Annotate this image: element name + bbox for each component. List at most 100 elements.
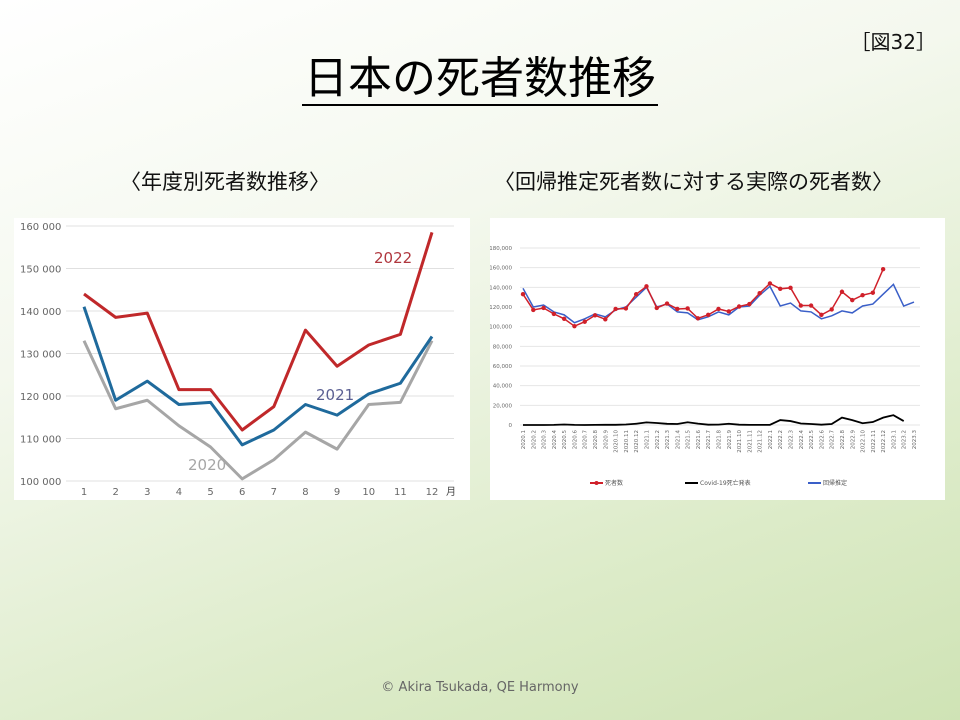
x-tick-label: 2021.12 bbox=[758, 430, 764, 453]
data-point bbox=[664, 301, 670, 306]
data-point bbox=[685, 306, 690, 311]
y-tick-label: 20,000 bbox=[493, 403, 513, 409]
copyright-footer: © Akira Tsukada, QE Harmony bbox=[381, 680, 579, 695]
legend-label: 回帰推定 bbox=[823, 479, 847, 487]
x-tick-label: 2022.9 bbox=[850, 430, 856, 450]
page-title: 日本の死者数推移 bbox=[302, 53, 658, 106]
data-point bbox=[819, 312, 824, 318]
data-point bbox=[808, 303, 814, 308]
data-point bbox=[870, 290, 876, 295]
x-tick-label: 2021.7 bbox=[706, 430, 712, 450]
x-tick-label: 2020.9 bbox=[603, 430, 609, 450]
x-tick-label: 2022.12 bbox=[881, 430, 887, 453]
yearly-deaths-chart: 100 000 110 000 120 000 130 000 140 000 150 0… bbox=[14, 218, 470, 500]
regression-deaths-svg: 0 20,000 40,000 60,000 80,000 100,000 120,000 1… bbox=[489, 246, 920, 487]
data-point bbox=[778, 286, 783, 292]
y-tick-label: 160,000 bbox=[490, 266, 512, 272]
x-tick-label: 5 bbox=[207, 487, 213, 498]
x-tick-label: 2021.11 bbox=[747, 430, 753, 453]
data-point bbox=[798, 303, 804, 308]
regression-deaths-chart: 0 20,000 40,000 60,000 80,000 100,000 120,000 1… bbox=[489, 218, 945, 500]
x-tick-label: 2021.6 bbox=[696, 430, 702, 450]
x-tick-label: 2021.4 bbox=[675, 430, 681, 450]
x-tick-label: 3 bbox=[144, 487, 150, 498]
series-line bbox=[522, 283, 915, 324]
data-point bbox=[531, 307, 536, 313]
x-tick-label: 2022.4 bbox=[799, 430, 805, 450]
data-point bbox=[520, 292, 526, 297]
y-tick-label: 100,000 bbox=[490, 325, 512, 331]
x-tick-label: 2020.4 bbox=[552, 430, 558, 450]
x-tick-label: 2020.11 bbox=[624, 430, 630, 453]
data-point bbox=[860, 293, 865, 298]
data-point bbox=[788, 285, 793, 291]
data-point bbox=[551, 311, 557, 317]
x-tick-label: 2021.10 bbox=[737, 430, 743, 453]
y-tick-label: 120,000 bbox=[490, 305, 512, 311]
data-point bbox=[592, 313, 598, 318]
data-point bbox=[675, 306, 680, 312]
x-tick-label: 2023.3 bbox=[912, 430, 918, 450]
x-tick-label: 7 bbox=[271, 487, 277, 498]
x-tick-label: 6 bbox=[239, 487, 245, 498]
x-tick-label: 2021.3 bbox=[665, 430, 671, 450]
legend-label: Covid-19死亡発表 bbox=[700, 479, 751, 487]
y-tick-label: 120 000 bbox=[20, 392, 61, 403]
series-line-2020 bbox=[82, 340, 434, 481]
x-tick-label: 2020.1 bbox=[521, 430, 527, 449]
x-tick-label: 2020.5 bbox=[562, 430, 568, 450]
figure-label: ［図32］ bbox=[850, 30, 936, 54]
series-label-2021: 2021 bbox=[316, 386, 354, 404]
data-point bbox=[706, 312, 711, 318]
data-point bbox=[829, 307, 834, 312]
y-tick-label: 150 000 bbox=[20, 265, 61, 276]
x-tick-label: 2022.7 bbox=[830, 430, 836, 450]
data-point bbox=[726, 309, 731, 314]
data-point bbox=[561, 316, 567, 321]
data-point bbox=[880, 266, 886, 272]
data-point bbox=[603, 317, 608, 322]
data-point bbox=[747, 301, 752, 307]
data-point bbox=[613, 306, 618, 312]
legend-label: 死者数 bbox=[605, 479, 623, 487]
x-tick-label: 2022.10 bbox=[861, 430, 867, 453]
x-tick-label: 2022.3 bbox=[789, 430, 795, 450]
y-tick-label: 60,000 bbox=[493, 364, 513, 370]
data-point bbox=[850, 297, 855, 303]
series-label-2022: 2022 bbox=[374, 249, 412, 267]
x-tick-label: 2020.12 bbox=[634, 430, 640, 453]
x-tick-label: 2020.10 bbox=[614, 430, 620, 453]
y-tick-label: 80,000 bbox=[493, 344, 513, 350]
data-point bbox=[654, 305, 659, 311]
legend-marker bbox=[594, 481, 599, 485]
y-tick-label: 140 000 bbox=[20, 307, 61, 318]
data-point bbox=[572, 323, 577, 329]
x-tick-label: 2022.6 bbox=[819, 430, 825, 450]
x-axis-label: 月 bbox=[446, 486, 456, 498]
data-point bbox=[541, 305, 546, 311]
data-point bbox=[695, 316, 701, 321]
y-tick-label: 40,000 bbox=[493, 384, 513, 390]
series-line bbox=[523, 414, 905, 426]
x-tick-label: 2022.5 bbox=[809, 430, 815, 450]
x-tick-label: 1 bbox=[81, 487, 87, 498]
y-tick-label: 160 000 bbox=[20, 222, 61, 233]
series-line-2021 bbox=[82, 306, 434, 447]
x-tick-label: 2022.1 bbox=[768, 430, 774, 449]
y-tick-label: 0 bbox=[509, 423, 513, 429]
x-tick-label: 2020.3 bbox=[542, 430, 548, 450]
series-label-2020: 2020 bbox=[188, 456, 226, 474]
series-line-2022 bbox=[83, 231, 434, 432]
x-tick-label: 2022.8 bbox=[840, 430, 846, 450]
x-tick-label: 2021.1 bbox=[644, 430, 650, 449]
x-tick-label: 2021.2 bbox=[655, 430, 661, 449]
y-tick-label: 100 000 bbox=[20, 477, 61, 488]
x-tick-label: 2022.2 bbox=[778, 430, 784, 449]
x-tick-label: 2021.5 bbox=[686, 430, 692, 450]
data-point bbox=[582, 319, 587, 324]
x-tick-label: 12 bbox=[426, 487, 439, 498]
y-tick-label: 140,000 bbox=[490, 285, 512, 291]
x-tick-label: 2020.8 bbox=[593, 430, 599, 450]
data-point bbox=[767, 281, 773, 286]
y-tick-label: 110 000 bbox=[20, 435, 61, 446]
